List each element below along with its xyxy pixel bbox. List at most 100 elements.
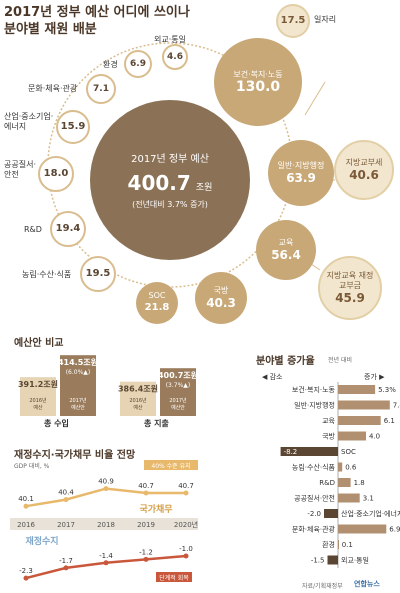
compare-value: 386.4조원 [118,384,158,394]
growth-bar [324,509,338,518]
compare-value: 391.2조원 [18,379,58,389]
bubble-general: 일반·지방행정 63.9 [268,140,334,206]
growth-bar [338,462,343,472]
bubble-soc: SOC 21.8 [136,282,178,324]
balance-point [103,560,109,566]
bubble-rnd: 19.4 [50,211,86,247]
growth-category: 보건·복지·노동 [292,385,336,394]
growth-category: 농림·수산·식품 [292,463,336,472]
debt-value: 40.7 [138,482,154,490]
year-label: 2020년 [174,520,198,529]
bubble-public: 18.0 [38,156,74,192]
growth-bar [338,385,376,394]
growth-bar [338,416,381,425]
compare-group-1: 총 수입 [44,419,69,428]
label-agri: 농림·수산·식품 [22,270,72,279]
fiscal-title: 재정수지·국가채무 비율 전망 [14,450,136,461]
bubble-agri: 19.5 [80,256,116,292]
debt-value: 40.1 [18,495,34,503]
growth-category: 환경 [322,540,335,549]
bubble-localedu: 지방교육 재정교부금 45.9 [318,256,382,320]
compare-year: 2016년 [129,397,147,404]
compare-bar [120,381,156,416]
debt-label: 국가채무 [139,503,172,515]
center-unit: 조원 [195,183,213,193]
bubble-env: 6.9 [124,50,152,78]
compare-bar [160,368,196,416]
fiscal-unit: GDP 대비, % [14,463,50,470]
balance-value: -1.4 [99,552,113,560]
bubble-welfare: 보건·복지·노동 130.0 [214,38,302,126]
growth-category: R&D [319,479,335,487]
compare-year: 2017년 [69,397,87,404]
debt-note-box [144,460,198,470]
growth-decrease: ◀ 감소 [262,373,283,381]
center-bubble: 2017년 정부 예산 400.7 조원 (전년대비 3.7% 증가) [90,100,250,260]
debt-point [143,490,149,496]
compare-year: 2017년 [169,397,187,404]
growth-value: 0.6 [345,464,357,472]
source: 자료/기획재정부 [302,583,343,590]
bubble-culture: 7.1 [86,74,116,104]
balance-point [143,556,149,562]
balance-point [63,565,69,571]
bubble-localtax: 지방교부세 40.6 [334,140,394,200]
growth-value: 3.1 [363,495,374,503]
label-env: 환경 [103,60,118,69]
label-rnd: R&D [24,225,42,234]
growth-category: 국방 [322,432,335,441]
balance-point [183,553,189,559]
growth-unit: 전년 대비 [328,357,352,364]
title-line2: 분야별 재원 배분 [4,22,97,37]
balance-note-box [156,572,192,582]
label-foreign: 외교·통일 [154,35,186,44]
compare-year: 예산안 [171,404,185,411]
growth-category: 문화·체육·관광 [292,525,336,534]
bubble-foreign: 4.6 [162,44,188,70]
growth-increase: 증가 ▶ [364,373,385,381]
fiscal-chart: 2016 2017 2018 2019 2020년 40.1 40.4 40.9 40.7 40.… [10,460,198,582]
growth-value: 0.1 [342,541,353,549]
title-line1: 2017년 정부 예산 어디에 쓰이나 [4,5,190,20]
label-jobs: 일자리 [314,15,337,24]
compare-title: 예산안 비교 [14,338,64,349]
compare-year: 2016년 [29,397,47,404]
compare-value: 400.7조원 [158,370,198,380]
debt-point [183,490,189,496]
growth-value: -2.0 [307,510,321,518]
balance-label: 재정수지 [25,535,58,547]
growth-category: 일반·지방행정 [294,401,335,410]
compare-year: 예산안 [71,404,85,411]
bubble-edu: 교육 56.4 [256,220,316,280]
balance-value: -2.3 [19,567,33,575]
growth-value: -1.5 [311,557,325,565]
bubble-jobs: 17.5 [276,4,310,38]
growth-bar [280,447,338,456]
growth-bar [338,524,387,534]
year-band [10,518,198,530]
compare-note: (3.7%▲) [166,382,191,389]
growth-title: 분야별 증가율 [256,356,315,367]
growth-value: -8.2 [284,448,298,456]
compare-value: 414.5조원 [58,357,98,367]
growth-bar [338,540,339,549]
compare-note: (6.0%▲) [66,369,91,376]
year-label: 2019 [137,521,155,529]
growth-bar [338,431,366,441]
growth-bar [338,400,390,410]
debt-point [23,503,29,509]
growth-category: 산업·중소기업·에너지 [341,509,400,518]
compare-bar [20,377,56,416]
growth-value: 5.3% [378,386,396,394]
center-sub: (전년대비 3.7% 증가) [132,200,208,209]
year-label: 2018 [97,521,115,529]
bubble-defense: 국방 40.3 [195,272,247,324]
compare-bar [60,355,96,416]
compare-group-2: 총 지출 [144,419,169,428]
debt-value: 40.9 [98,478,114,486]
debt-line [25,487,186,508]
growth-bar [338,493,360,503]
debt-value: 40.7 [178,482,194,490]
label-culture: 문화·체육·관광 [28,84,78,93]
